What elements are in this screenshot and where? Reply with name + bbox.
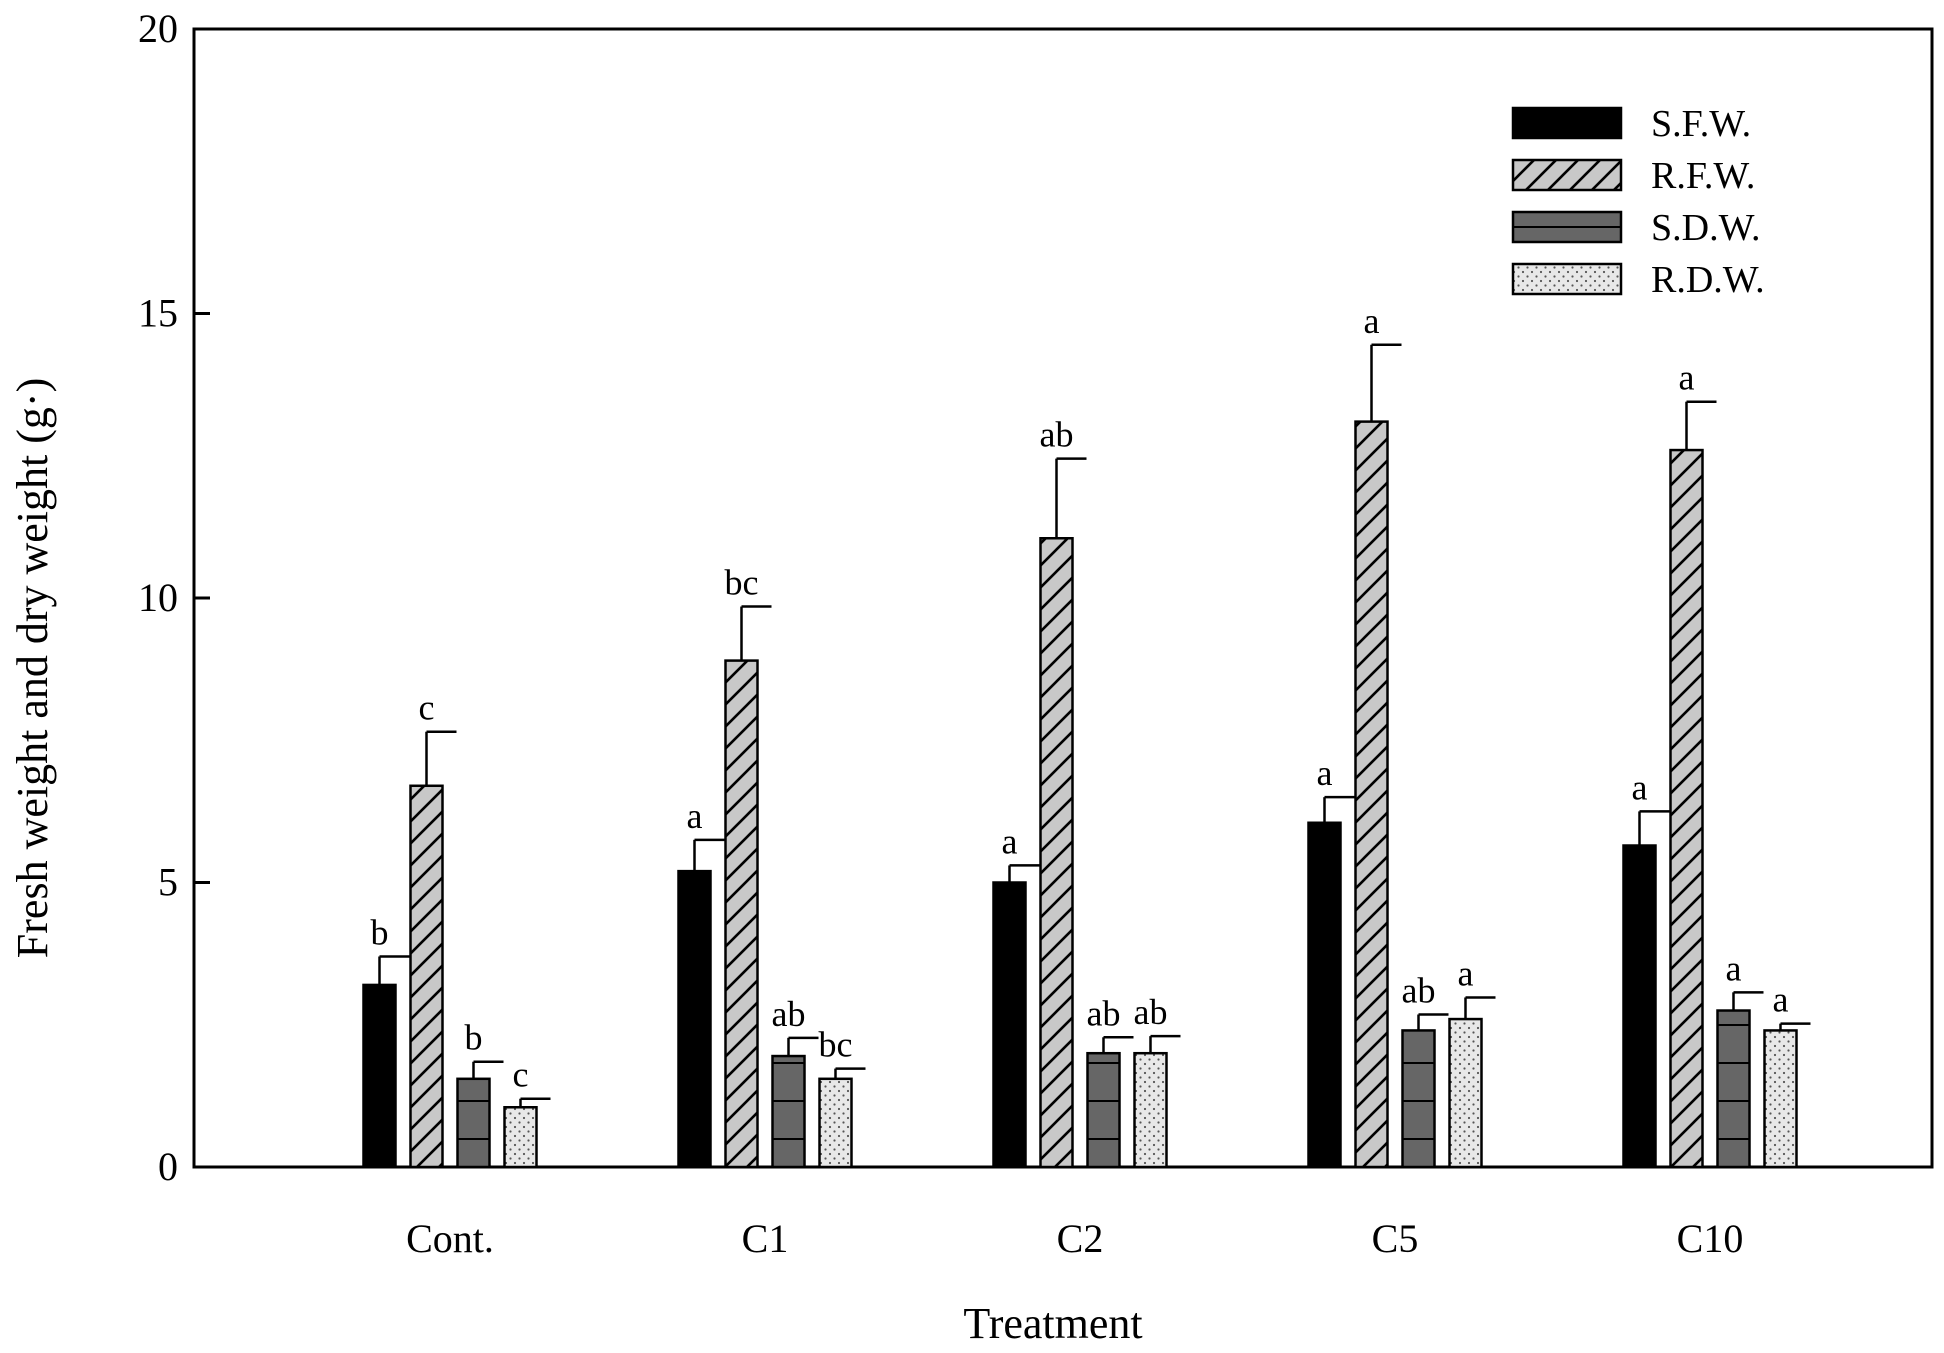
y-tick-label: 5 — [158, 860, 178, 905]
significance-letter: a — [1632, 767, 1648, 807]
legend-swatch-sfw — [1511, 106, 1623, 140]
bar-rdw — [818, 1077, 853, 1169]
bar-rfw — [1039, 537, 1074, 1169]
bar-rdw — [503, 1106, 538, 1169]
significance-letter: a — [1679, 358, 1695, 398]
significance-letter: a — [1458, 953, 1474, 993]
significance-letter: a — [1002, 821, 1018, 861]
x-tick-label: C1 — [742, 1216, 789, 1261]
bar-sfw — [1622, 844, 1657, 1169]
significance-letter: b — [465, 1018, 483, 1058]
legend-label-rdw: R.D.W. — [1651, 259, 1765, 301]
y-tick-label: 15 — [138, 291, 178, 336]
significance-letter: c — [513, 1055, 529, 1095]
y-axis-title: Fresh weight and dry weight (g·) — [8, 378, 57, 958]
bar-sdw — [456, 1077, 491, 1169]
y-tick-label: 20 — [138, 6, 178, 51]
y-tick-label: 0 — [158, 1144, 178, 1189]
bar-rfw — [1354, 420, 1389, 1169]
legend-swatch-rfw — [1511, 158, 1623, 192]
bar-sfw — [992, 881, 1027, 1169]
x-axis: Cont. C1 C2 C5 C10 — [406, 1216, 1743, 1261]
significance-letter: a — [1364, 301, 1380, 341]
significance-letter: a — [1773, 980, 1789, 1020]
bar-rfw — [409, 784, 444, 1169]
legend: S.F.W. R.F.W. S.D.W. R.D.W. — [1511, 103, 1765, 301]
significance-letter: bc — [725, 563, 759, 603]
bar-rfw — [724, 659, 759, 1169]
x-tick-label: C10 — [1677, 1216, 1744, 1261]
bar-sdw — [1716, 1009, 1751, 1169]
legend-label-sdw: S.D.W. — [1651, 207, 1760, 249]
significance-letter: a — [1317, 753, 1333, 793]
significance-letter: a — [687, 796, 703, 836]
significance-letter: b — [371, 912, 389, 952]
significance-letter: ab — [1402, 971, 1436, 1011]
bar-sfw — [677, 869, 712, 1169]
significance-letter: a — [1726, 948, 1742, 988]
y-axis: 0 5 10 15 20 — [138, 6, 210, 1189]
bar-sfw — [362, 983, 397, 1169]
legend-swatch-sdw — [1511, 210, 1623, 244]
legend-label-rfw: R.F.W. — [1651, 155, 1755, 197]
significance-letter: ab — [772, 994, 806, 1034]
x-tick-label: Cont. — [406, 1216, 494, 1261]
bar-rdw — [1763, 1029, 1798, 1169]
legend-swatch-rdw — [1511, 262, 1623, 296]
bar-rfw — [1669, 448, 1704, 1169]
y-tick-label: 10 — [138, 575, 178, 620]
x-tick-label: C2 — [1057, 1216, 1104, 1261]
x-axis-title: Treatment — [963, 1299, 1142, 1348]
bar-sdw — [771, 1054, 806, 1169]
bar-rdw — [1133, 1051, 1168, 1169]
significance-letter: bc — [819, 1025, 853, 1065]
legend-label-sfw: S.F.W. — [1651, 103, 1751, 145]
significance-letter: ab — [1087, 993, 1121, 1033]
bar-sdw — [1401, 1029, 1436, 1169]
significance-letter: c — [419, 688, 435, 728]
bar-rdw — [1448, 1017, 1483, 1169]
significance-letter: ab — [1040, 415, 1074, 455]
bar-sfw — [1307, 821, 1342, 1169]
significance-letter: ab — [1134, 992, 1168, 1032]
x-tick-label: C5 — [1372, 1216, 1419, 1261]
bar-sdw — [1086, 1051, 1121, 1169]
